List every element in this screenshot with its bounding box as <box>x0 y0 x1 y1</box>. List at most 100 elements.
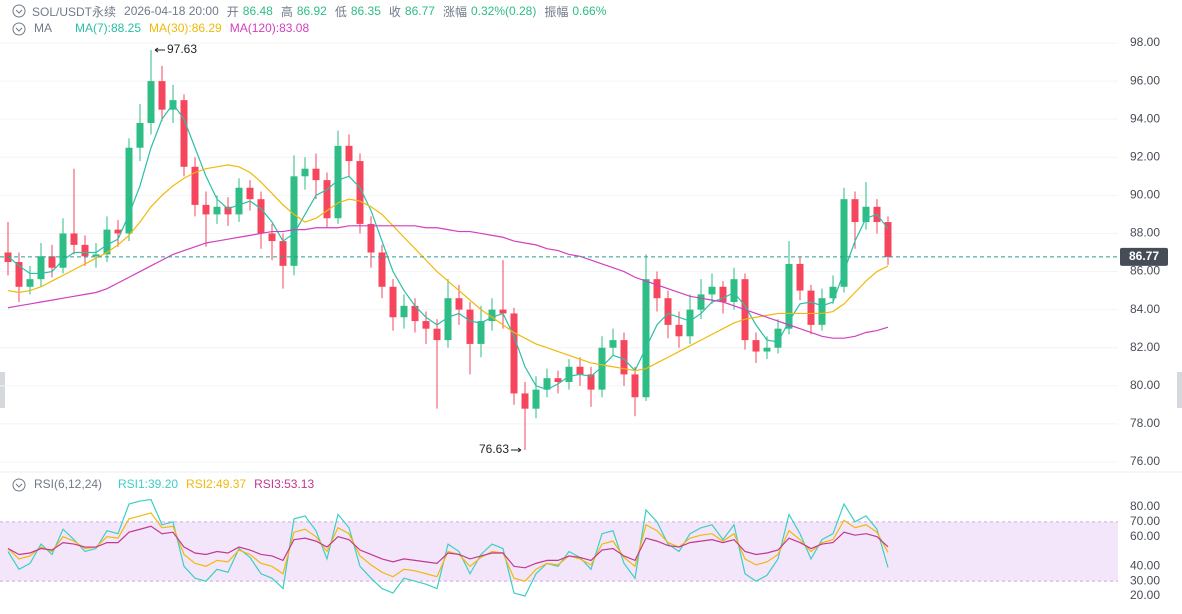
candle-body <box>631 374 639 398</box>
candle-body <box>136 122 144 148</box>
indicator-line <box>7 498 889 597</box>
candle-body <box>488 309 496 322</box>
collapse-icon[interactable] <box>12 478 26 492</box>
y-tick-label: 70.00 <box>1130 514 1160 528</box>
candle-body <box>323 180 331 219</box>
candle-body <box>213 206 221 215</box>
symbol: SOL/USDT永续 <box>32 4 117 19</box>
field-value: 86.92 <box>296 4 327 18</box>
candle-body <box>224 206 232 215</box>
candle-body <box>103 229 111 255</box>
candle-body <box>202 204 210 215</box>
y-tick-label: 30.00 <box>1130 573 1160 587</box>
candle-body <box>840 199 848 287</box>
candle-body <box>180 100 188 167</box>
y-tick-label: 86.00 <box>1130 264 1160 278</box>
candle-body <box>818 298 826 325</box>
candle-body <box>565 366 573 383</box>
candle-body <box>510 313 518 394</box>
candle-body <box>279 241 287 266</box>
candle-body <box>48 256 56 268</box>
indicator-line <box>7 164 889 372</box>
candle-body <box>543 378 551 390</box>
candle-body <box>884 222 892 257</box>
field-label: 高 <box>280 4 293 19</box>
y-tick-label: 92.00 <box>1130 149 1160 163</box>
last-price-label: 86.77 <box>1129 249 1159 263</box>
candle-body <box>796 263 804 291</box>
candle-body <box>851 199 859 223</box>
candle-body <box>664 298 672 325</box>
indicator-name: MA <box>34 21 52 35</box>
candle-body <box>785 263 793 329</box>
candle-body <box>356 161 364 224</box>
candle-body <box>862 206 870 223</box>
candle-body <box>620 340 628 375</box>
candle-body <box>345 145 353 162</box>
scroll-right[interactable] <box>1177 372 1182 408</box>
candle-body <box>807 290 815 325</box>
candle-body <box>125 147 133 234</box>
indicator-line <box>7 512 889 582</box>
candle-body <box>598 347 606 390</box>
candle-body <box>301 168 309 177</box>
candle-body <box>730 279 738 303</box>
legend-entry: RSI2:49.37 <box>186 477 246 491</box>
y-tick-label: 80.00 <box>1130 378 1160 392</box>
indicator-line <box>7 225 889 339</box>
candle-body <box>829 286 837 299</box>
collapse-icon[interactable] <box>12 22 26 36</box>
candle-body <box>268 233 276 242</box>
max-label: 97.63 <box>167 42 197 56</box>
time: 2026-04-18 20:00 <box>124 4 219 18</box>
candle-body <box>763 347 771 352</box>
candle-body <box>532 389 540 409</box>
candle-body <box>147 81 155 123</box>
y-tick-label: 98.00 <box>1130 35 1160 49</box>
legend-entry: RSI3:53.13 <box>254 477 314 491</box>
candle-body <box>774 328 782 348</box>
collapse-icon[interactable] <box>12 4 26 18</box>
candle-body <box>719 286 727 303</box>
legend-entry: MA(30):86.29 <box>149 21 222 35</box>
candle-body <box>378 252 386 287</box>
candle-body <box>708 286 716 295</box>
candle-body <box>191 166 199 205</box>
legend-entry: MA(120):83.08 <box>230 21 310 35</box>
candle-body <box>609 340 617 348</box>
y-tick-label: 40.00 <box>1130 559 1160 573</box>
candle-body <box>257 199 265 234</box>
candle-body <box>290 176 298 266</box>
candle-body <box>15 262 23 287</box>
candle-body <box>246 187 254 200</box>
candle-body <box>686 309 694 337</box>
field-value: 86.77 <box>404 4 435 18</box>
scroll-left[interactable] <box>0 372 5 408</box>
candle-body <box>312 168 320 181</box>
indicator-line <box>7 102 889 391</box>
legend-entry: MA(7):88.25 <box>75 21 141 35</box>
y-tick-label: 76.00 <box>1130 454 1160 468</box>
candle-body <box>26 279 34 287</box>
field-label: 振幅 <box>544 4 569 19</box>
y-tick-label: 78.00 <box>1130 416 1160 430</box>
y-tick-label: 90.00 <box>1130 188 1160 202</box>
candle-body <box>92 254 100 257</box>
candle-body <box>70 233 78 245</box>
max-arrow <box>154 47 165 53</box>
candle-body <box>389 286 397 318</box>
candle-body <box>576 366 584 375</box>
min-label: 76.63 <box>479 442 509 456</box>
min-arrow <box>511 447 522 453</box>
field-label: 涨幅 <box>442 4 467 19</box>
candle-body <box>334 145 342 219</box>
header: SOL/USDT永续 2026-04-18 20:00 开 86.48 高 86.92… <box>0 0 606 22</box>
candle-body <box>59 233 67 268</box>
field-value: 0.32%(0.28) <box>470 4 537 18</box>
legend-entry: RSI1:39.20 <box>118 477 178 491</box>
field-value: 86.48 <box>242 4 273 18</box>
candle-body <box>444 298 452 341</box>
collapse-icon <box>15 27 23 32</box>
y-tick-label: 20.00 <box>1130 588 1160 602</box>
candle-body <box>653 279 661 299</box>
